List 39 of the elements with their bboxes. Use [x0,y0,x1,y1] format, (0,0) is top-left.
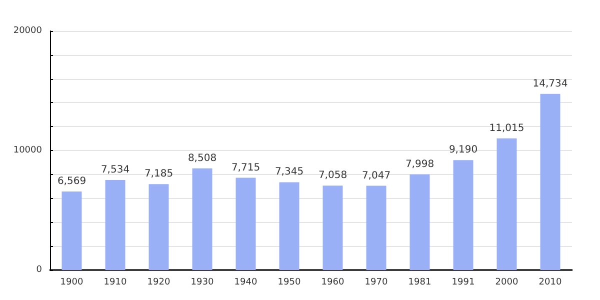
data-label: 7,534 [100,164,130,176]
x-tick-label: 1930 [190,278,214,288]
x-tick-label: 1940 [234,278,258,288]
bar [148,184,169,270]
y-tick-label: 20000 [13,26,42,36]
y-tick-label: 0 [36,265,42,275]
data-label: 14,734 [532,78,568,90]
data-label: 7,185 [144,168,174,180]
bar [496,138,517,270]
x-tick-label: 2010 [538,278,562,288]
x-tick-label: 1991 [452,278,475,288]
bar [62,192,82,270]
data-label: 7,058 [318,170,348,182]
bar [410,174,430,270]
data-label: 7,047 [362,170,391,182]
x-tick-label: 2000 [495,278,518,288]
x-tick-label: 1900 [60,278,84,288]
bar [279,182,300,270]
bar [453,160,474,270]
data-label: 8,508 [188,152,217,164]
data-label: 6,569 [57,176,86,187]
bar [236,178,256,270]
data-label: 7,715 [231,162,260,174]
x-tick-label: 1970 [364,278,388,288]
x-tick-label: 1960 [321,278,344,288]
bar [366,186,386,270]
bar [105,180,126,270]
bar [322,186,343,270]
data-label: 7,998 [405,158,434,170]
bar [192,168,212,270]
x-tick-label: 1950 [278,278,301,288]
data-label: 7,345 [274,166,304,178]
y-tick-label: 10000 [13,146,42,156]
bar [540,94,560,270]
data-label: 11,015 [489,122,524,134]
data-label: 9,190 [448,144,478,156]
x-tick-label: 1981 [408,278,432,288]
x-tick-label: 1920 [147,278,170,288]
x-tick-label: 1910 [104,278,127,288]
